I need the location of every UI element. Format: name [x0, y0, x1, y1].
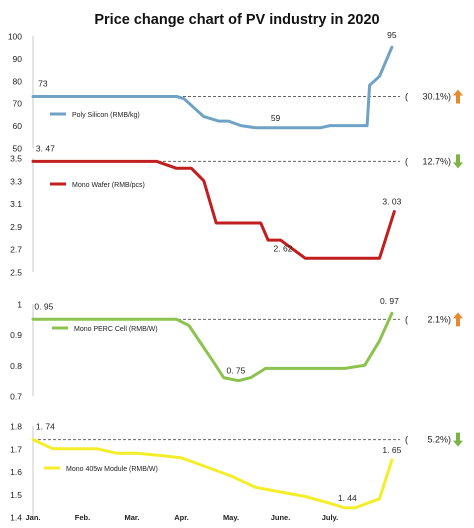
chart-panels: 100 90 80 70 60 50 73 59 95 Poly Silicon (RMB/kg)… [8, 30, 463, 523]
point-label: 0. 75 [226, 366, 245, 376]
x-tick-label: May. [223, 513, 239, 522]
y-tick-label: 1 [17, 300, 22, 310]
point-label: 2. 62 [274, 243, 293, 253]
y-tick-label: 70 [13, 99, 23, 109]
point-label: 73 [38, 78, 48, 88]
arrow-up-icon [453, 89, 463, 104]
y-tick-label: 0.7 [10, 392, 22, 402]
point-label: 95 [387, 30, 397, 40]
change-percent: 12.7%) [422, 156, 451, 166]
change-percent: 2.1%) [427, 314, 451, 324]
series-line-mono-wafer [31, 159, 396, 260]
y-tick-label: 1.6 [10, 467, 22, 477]
chart-title: Price change chart of PV industry in 202… [94, 12, 379, 28]
y-tick-label: 3.3 [10, 176, 22, 186]
panel-1: 100 90 80 70 60 50 73 59 95 Poly Silicon (RMB/kg)… [8, 30, 463, 154]
y-tick-label: 3.5 [10, 154, 22, 164]
x-tick-label: July. [322, 513, 339, 522]
panel-4: 1.8 1.7 1.6 1.5 1.4 1. 74 1. 44 1. 65 Mono 405w … [10, 422, 463, 523]
point-label: 1. 74 [36, 422, 55, 432]
series-line-mono-perc [31, 311, 394, 383]
change-percent: 5.2%) [427, 435, 451, 445]
x-tick-label: June. [271, 513, 291, 522]
change-open-paren: ( [405, 435, 408, 445]
point-label: 3. 47 [36, 143, 55, 153]
change-open-paren: ( [405, 156, 408, 166]
point-label: 3. 03 [382, 197, 401, 207]
y-tick-label: 3.1 [10, 199, 22, 209]
y-tick-label: 50 [13, 144, 23, 154]
x-tick-label: Mar. [124, 513, 139, 522]
arrow-down-icon [453, 154, 463, 169]
panel-3: 1 0.9 0.8 0.7 0. 95 0. 75 0. 97 Mono PERC Cell … [10, 296, 463, 402]
point-label: 0. 95 [34, 301, 53, 311]
y-tick-label: 0.9 [10, 330, 22, 340]
y-tick-label: 60 [13, 121, 23, 131]
legend-label: Mono 405w Module (RMB/W) [66, 466, 158, 473]
y-tick-label: 1.5 [10, 490, 22, 500]
y-tick-label: 2.5 [10, 268, 22, 278]
arrow-down-icon [453, 432, 463, 447]
change-open-paren: ( [405, 314, 408, 324]
legend-label: Mono PERC Cell (RMB/W) [74, 326, 158, 333]
x-tick-label: Jan. [25, 513, 40, 522]
x-axis: Jan. Feb. Mar. Apr. May. June. July. [25, 513, 338, 522]
x-tick-label: Apr. [174, 513, 189, 522]
change-percent: 30.1%) [422, 91, 451, 101]
series-line-poly-silicon [31, 45, 394, 130]
x-tick-label: Feb. [75, 513, 90, 522]
y-tick-label: 1.7 [10, 444, 22, 454]
y-tick-label: 100 [8, 32, 22, 42]
arrow-up-icon [453, 312, 463, 327]
y-tick-label: 0.8 [10, 361, 22, 371]
y-tick-label: 2.9 [10, 222, 22, 232]
series-line-mono-405w [31, 438, 394, 510]
y-tick-label: 1.4 [10, 513, 22, 523]
point-label: 0. 97 [380, 296, 399, 306]
legend-label: Poly Silicon (RMB/kg) [72, 112, 140, 119]
panel-2: 3.5 3.3 3.1 2.9 2.7 2.5 3. 47 2. 62 3. 03 Mono Wa… [10, 143, 463, 278]
y-tick-label: 2.7 [10, 245, 22, 255]
y-tick-label: 90 [13, 54, 23, 64]
point-label: 1. 65 [382, 445, 401, 455]
legend-label: Mono Wafer (RMB/pcs) [72, 182, 145, 189]
change-open-paren: ( [405, 91, 408, 101]
y-tick-label: 1.8 [10, 422, 22, 432]
y-tick-label: 80 [13, 76, 23, 86]
point-label: 59 [271, 113, 281, 123]
point-label: 1. 44 [338, 493, 357, 503]
